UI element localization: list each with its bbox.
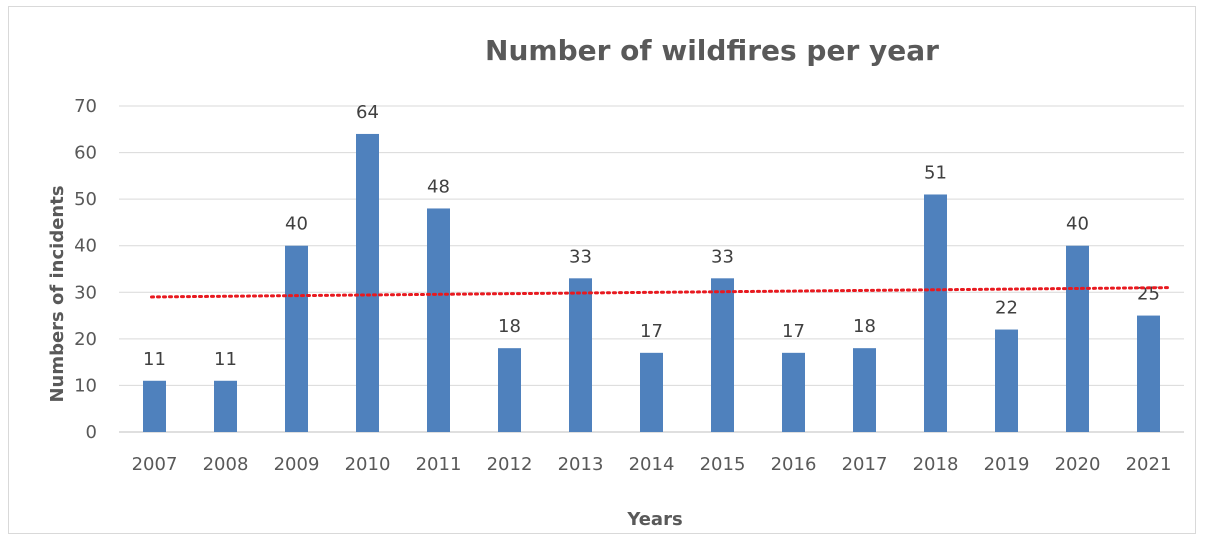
data-label: 11 bbox=[143, 349, 166, 370]
bar bbox=[1066, 245, 1089, 432]
x-tick-label: 2018 bbox=[913, 454, 959, 475]
bar bbox=[356, 133, 379, 432]
data-label: 48 bbox=[427, 176, 450, 197]
bar bbox=[782, 352, 805, 432]
y-tick-label: 50 bbox=[74, 189, 97, 210]
x-tick-label: 2009 bbox=[274, 454, 320, 475]
x-tick-label: 2017 bbox=[842, 454, 888, 475]
y-tick-label: 10 bbox=[74, 375, 97, 396]
bar bbox=[214, 380, 237, 432]
x-axis-title: Years bbox=[626, 509, 682, 530]
data-label: 11 bbox=[214, 349, 237, 370]
chart-frame: Number of wildfires per year 0 10 20 30 40 50… bbox=[8, 6, 1196, 534]
bar bbox=[285, 245, 308, 432]
x-tick-label: 2021 bbox=[1126, 454, 1172, 475]
data-label: 17 bbox=[640, 321, 663, 342]
chart-title: Number of wildfires per year bbox=[485, 34, 939, 67]
bar bbox=[924, 194, 947, 432]
x-tick-label: 2011 bbox=[416, 454, 462, 475]
x-tick-label: 2010 bbox=[345, 454, 391, 475]
data-label: 18 bbox=[853, 316, 876, 337]
x-tick-label: 2013 bbox=[558, 454, 604, 475]
y-tick-label: 40 bbox=[74, 236, 97, 257]
x-tick-label: 2008 bbox=[203, 454, 249, 475]
data-label: 40 bbox=[285, 214, 308, 235]
data-label: 18 bbox=[498, 316, 521, 337]
y-axis-title: Numbers of incidents bbox=[47, 185, 68, 402]
trendline bbox=[150, 286, 1170, 299]
data-label: 22 bbox=[995, 298, 1018, 319]
bar bbox=[1137, 315, 1160, 432]
data-label: 17 bbox=[782, 321, 805, 342]
bar bbox=[995, 329, 1018, 432]
bars bbox=[143, 133, 1160, 432]
x-tick-label: 2012 bbox=[487, 454, 533, 475]
y-tick-label: 30 bbox=[74, 282, 97, 303]
y-axis-ticks: 0 10 20 30 40 50 60 70 bbox=[74, 96, 97, 443]
bar-chart: Number of wildfires per year 0 10 20 30 40 50… bbox=[47, 34, 1184, 530]
x-tick-label: 2014 bbox=[629, 454, 675, 475]
x-tick-label: 2020 bbox=[1055, 454, 1101, 475]
data-label: 40 bbox=[1066, 214, 1089, 235]
bar bbox=[498, 348, 521, 432]
data-label: 64 bbox=[356, 102, 379, 123]
y-tick-label: 0 bbox=[86, 422, 97, 443]
bar bbox=[427, 208, 450, 432]
data-label: 33 bbox=[569, 246, 592, 267]
x-tick-label: 2015 bbox=[700, 454, 746, 475]
x-axis-ticks: 2007 2008 2009 2010 2011 2012 2013 2014 2015 2016… bbox=[132, 454, 1172, 475]
trendline-line bbox=[150, 286, 1170, 299]
bar bbox=[143, 380, 166, 432]
y-tick-label: 20 bbox=[74, 329, 97, 350]
y-tick-label: 70 bbox=[74, 96, 97, 117]
bar bbox=[640, 352, 663, 432]
data-label: 33 bbox=[711, 246, 734, 267]
x-tick-label: 2016 bbox=[771, 454, 817, 475]
y-tick-label: 60 bbox=[74, 143, 97, 164]
bar bbox=[711, 278, 734, 432]
bar bbox=[569, 278, 592, 432]
data-label: 51 bbox=[924, 162, 947, 183]
x-tick-label: 2019 bbox=[984, 454, 1030, 475]
x-tick-label: 2007 bbox=[132, 454, 178, 475]
bar bbox=[853, 348, 876, 432]
